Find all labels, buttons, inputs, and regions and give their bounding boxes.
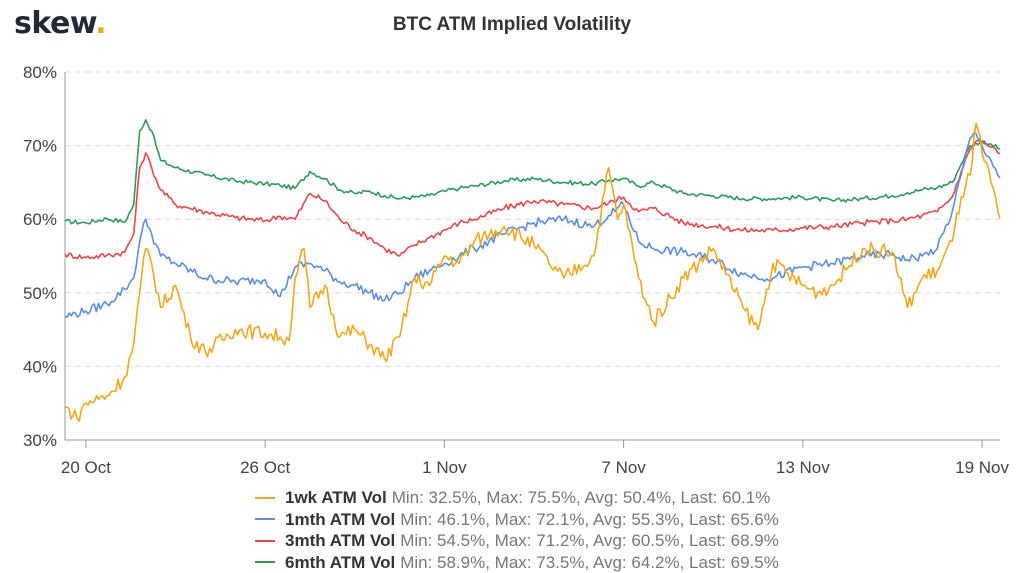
y-tick-label: 30% xyxy=(23,431,57,450)
grid-layer xyxy=(65,72,1000,366)
axis-layer: 30% 40% 50% 60% 70% 80% 20 Oct 26 Oct 1 Nov 7 Nov… xyxy=(23,63,1010,477)
legend-swatch xyxy=(255,518,275,520)
legend-swatch xyxy=(255,497,275,499)
y-tick-label: 80% xyxy=(23,63,57,82)
y-tick-label: 50% xyxy=(23,284,57,303)
series-line-6mth xyxy=(65,120,1000,224)
legend-series-stats: Min: 46.1%, Max: 72.1%, Avg: 55.3%, Last… xyxy=(400,509,779,531)
y-tick-label: 40% xyxy=(23,357,57,376)
legend-series-name: 1wk ATM Vol xyxy=(285,487,387,509)
legend-series-name: 3mth ATM Vol xyxy=(285,530,395,552)
legend-series-stats: Min: 58.9%, Max: 73.5%, Avg: 64.2%, Last… xyxy=(400,552,779,573)
legend-swatch xyxy=(255,561,275,563)
x-tick-label: 1 Nov xyxy=(422,458,467,477)
legend-series-name: 1mth ATM Vol xyxy=(285,509,395,531)
series-layer xyxy=(65,120,1000,421)
legend-series-name: 6mth ATM Vol xyxy=(285,552,395,573)
x-tick-label: 19 Nov xyxy=(955,458,1009,477)
x-tick-label: 26 Oct xyxy=(240,458,290,477)
series-line-1wk xyxy=(65,124,1000,422)
legend-swatch xyxy=(255,540,275,542)
y-tick-label: 70% xyxy=(23,137,57,156)
series-line-1mth xyxy=(65,133,1000,318)
legend-series-stats: Min: 54.5%, Max: 71.2%, Avg: 60.5%, Last… xyxy=(400,530,779,552)
y-tick-label: 60% xyxy=(23,210,57,229)
x-tick-label: 13 Nov xyxy=(776,458,830,477)
x-tick-label: 20 Oct xyxy=(61,458,111,477)
x-tick-label: 7 Nov xyxy=(601,458,646,477)
legend-series-stats: Min: 32.5%, Max: 75.5%, Avg: 50.4%, Last… xyxy=(392,487,771,509)
